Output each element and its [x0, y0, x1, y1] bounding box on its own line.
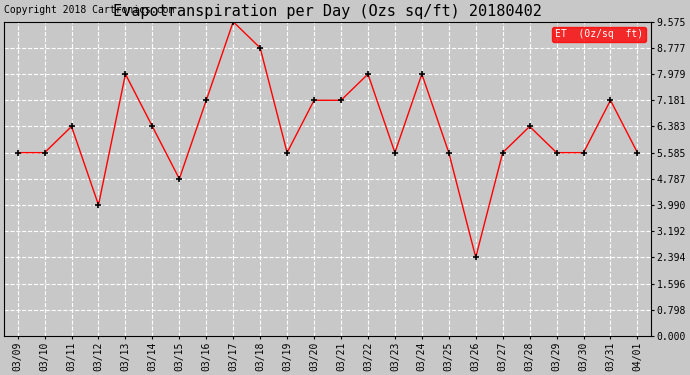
- Legend: ET  (0z/sq  ft): ET (0z/sq ft): [552, 27, 646, 42]
- Title: Evapotranspiration per Day (Ozs sq/ft) 20180402: Evapotranspiration per Day (Ozs sq/ft) 2…: [113, 4, 542, 19]
- Text: Copyright 2018 Cartronics.com: Copyright 2018 Cartronics.com: [4, 6, 175, 15]
